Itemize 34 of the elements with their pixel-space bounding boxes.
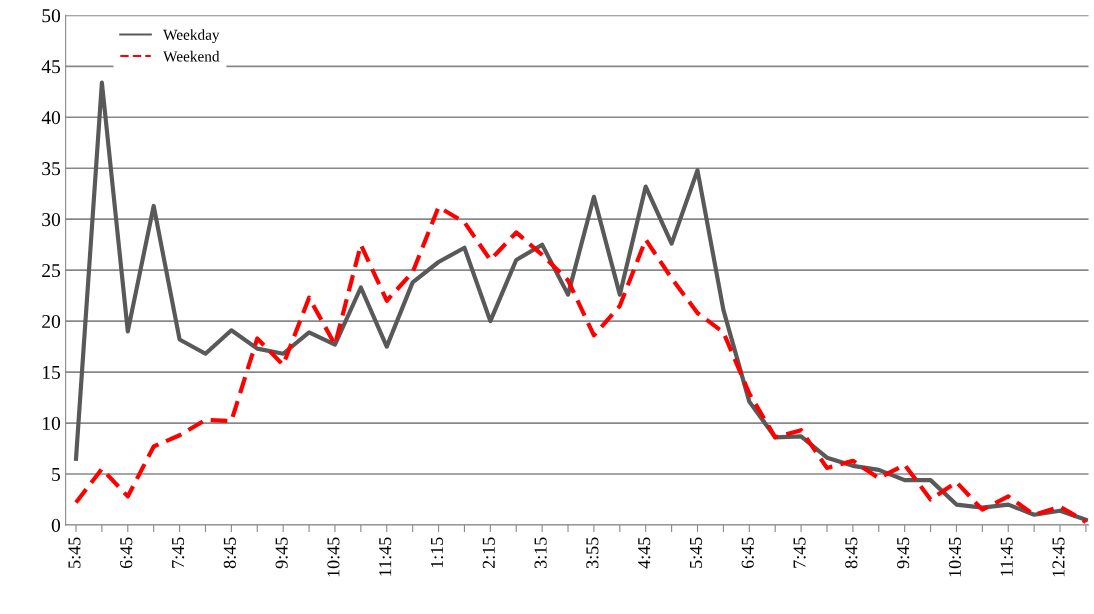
legend-label: Weekend [163,50,220,62]
x-tick-label: 11:45 [1000,537,1013,576]
x-tick-label: 5:45 [68,537,81,568]
x-tick-label: 7:45 [172,537,185,568]
x-tick-label: 9:45 [275,537,288,569]
y-tick-label: 10 [43,416,61,430]
x-tick-label: 10:45 [327,537,340,577]
x-tick-label: 1:15 [430,537,444,568]
x-tick-label: 8:45 [845,537,858,569]
x-tick-label: 3:15 [534,537,547,569]
y-tick-label: 40 [41,111,61,125]
y-tick-label: 45 [41,60,61,74]
line-series [73,80,1089,522]
y-tick-label: 30 [42,213,61,227]
x-tick-label: 3:55 [586,537,599,569]
y-tick-label: 50 [42,9,61,23]
y-tick-label: 35 [42,162,61,176]
legend-label: Weekday [163,29,220,44]
x-tick-label: 9:45 [897,537,910,569]
y-tick-label: 5 [52,468,61,481]
x-tick-label: 8:45 [223,537,236,569]
y-tick-label: 25 [42,264,61,278]
y-tick-label: 15 [43,365,61,380]
y-tick-label: 20 [42,314,61,329]
x-tick-label: 4:45 [638,537,651,569]
x-tick-label: 7:45 [793,537,806,568]
x-tick-label: 10:45 [948,537,962,577]
x-tick-label: 11:45 [379,537,392,576]
x-tick-label: 6:45 [741,537,754,569]
x-tick-label: 6:45 [120,537,133,569]
x-tick-label: 5:45 [689,537,703,568]
x-tick-label: 12:45 [1052,537,1065,577]
y-tick-label: 0 [51,518,61,532]
x-tick-label: 2:15 [482,537,495,569]
